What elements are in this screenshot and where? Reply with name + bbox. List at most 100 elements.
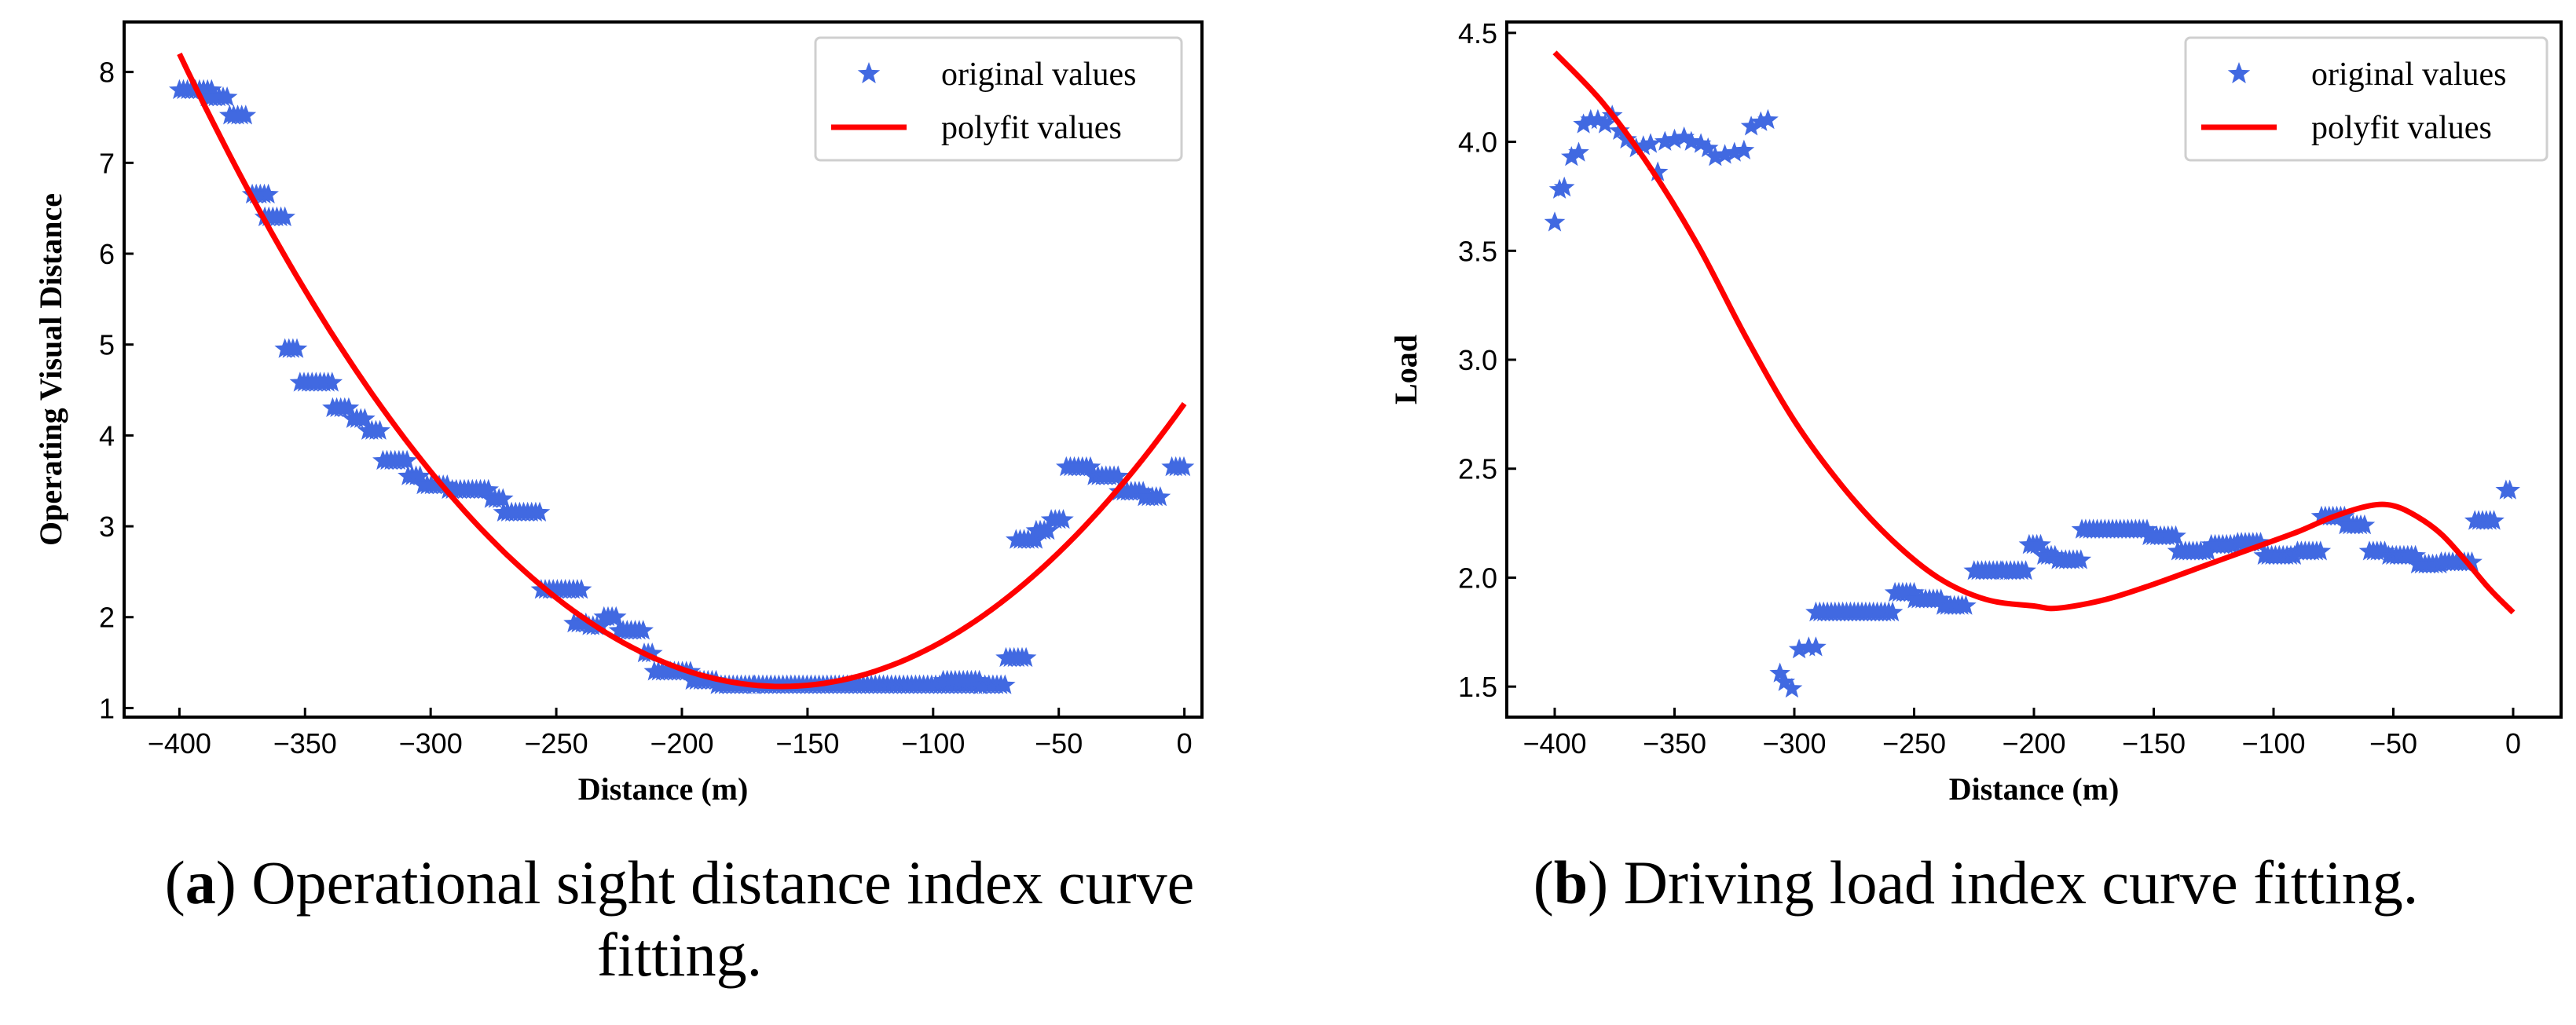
scatter-point	[1553, 176, 1575, 197]
scatter-point	[1750, 111, 1772, 131]
scatter-point	[2070, 549, 2092, 569]
y-tick-label: 8	[99, 57, 115, 89]
plot-frame	[123, 20, 1204, 719]
caption-a-line2: fitting.	[596, 921, 763, 989]
x-tick-label: −100	[2241, 727, 2305, 760]
scatter-point	[321, 372, 343, 392]
scatter-point	[1079, 456, 1101, 477]
y-tick-label: 4.5	[1458, 17, 1497, 49]
scatter-point	[2165, 525, 2186, 546]
x-tick-label: −350	[1643, 727, 1706, 760]
scatter-point	[258, 183, 279, 204]
scatter-point	[1882, 601, 1904, 622]
scatter-point	[1609, 119, 1630, 140]
caption-b-letter: b	[1553, 848, 1588, 917]
scatter-point	[1594, 113, 1616, 134]
scatter-point	[2461, 551, 2483, 572]
caption-a-line1: Operational sight distance index curve	[236, 848, 1195, 917]
scatter-point	[641, 642, 663, 663]
scatter-point	[529, 501, 551, 522]
x-tick-label: −300	[1762, 727, 1826, 760]
scatter-point	[2499, 479, 2520, 500]
legend-marker-original	[857, 62, 881, 84]
scatter-point	[274, 206, 295, 227]
y-tick-label: 2	[99, 602, 115, 634]
y-tick-label: 3.5	[1458, 235, 1497, 267]
scatter-point	[1640, 133, 1662, 153]
x-tick-label: −150	[2122, 727, 2186, 760]
scatter-point	[493, 488, 514, 508]
scatter-point	[478, 478, 499, 500]
scatter-point	[1955, 595, 1977, 615]
x-tick-label: −400	[1523, 727, 1586, 760]
scatter-point	[235, 104, 257, 125]
fit-line	[177, 52, 1187, 690]
scatter-series	[169, 79, 1195, 694]
x-axis-label: Distance (m)	[578, 771, 749, 807]
scatter-point	[632, 620, 654, 640]
y-tick-label: 6	[99, 238, 115, 270]
scatter-point	[369, 419, 390, 440]
scatter-point	[1647, 161, 1669, 181]
scatter-point	[2374, 540, 2395, 561]
scatter-point	[2250, 532, 2271, 552]
plot-frame	[1505, 20, 2563, 719]
scatter-point	[1690, 133, 1712, 153]
chart-driving-load: −400 −350 −300 −250 −200 −150 −100 −50 0 1.5 2.0 2.…	[1388, 17, 2563, 807]
scatter-point	[338, 397, 360, 417]
scatter-point	[1781, 677, 1803, 698]
scatter-point	[2015, 560, 2036, 580]
scatter-point	[396, 449, 418, 470]
scatter-point	[1697, 137, 1719, 158]
scatter-point	[2354, 514, 2376, 535]
scatter-point	[354, 408, 376, 428]
y-tick-label: 3.0	[1458, 344, 1497, 376]
scatter-point	[2405, 544, 2426, 565]
legend-label-original: original values	[941, 57, 1136, 93]
x-tick-label: −350	[273, 727, 337, 760]
caption-a: (a) Operational sight distance index cur…	[164, 848, 1195, 989]
scatter-point	[1053, 509, 1074, 529]
scatter-point	[1544, 211, 1566, 232]
y-tick-label: 7	[99, 147, 115, 179]
scatter-point	[1714, 144, 1735, 164]
x-tick-label: −200	[2002, 727, 2065, 760]
x-tick-label: −400	[148, 727, 211, 760]
scatter-point	[1587, 108, 1609, 130]
legend-box	[814, 36, 1183, 162]
scatter-point	[1757, 108, 1779, 130]
scatter-point	[1705, 146, 1726, 167]
scatter-series	[1544, 104, 2520, 698]
scatter-point	[1173, 456, 1195, 477]
scatter-point	[1733, 139, 1755, 159]
legend-label-original: original values	[2311, 57, 2506, 93]
scatter-point	[1805, 636, 1827, 657]
scatter-point	[1632, 135, 1654, 156]
y-tick-label: 4	[99, 419, 115, 452]
scatter-point	[995, 674, 1016, 694]
scatter-point	[1015, 646, 1037, 668]
legend: original values polyfit values	[2184, 36, 2549, 162]
scatter-point	[286, 338, 308, 358]
scatter-point	[1149, 486, 1171, 507]
x-tick-label: −50	[1035, 727, 1083, 760]
scatter-point	[1038, 519, 1059, 540]
scatter-point	[1930, 588, 1951, 609]
legend-marker-original	[2227, 62, 2251, 84]
legend: original values polyfit values	[814, 36, 1183, 162]
scatter-point	[1673, 126, 1695, 147]
y-tick-label: 1	[99, 692, 115, 724]
x-axis-label: Distance (m)	[1949, 771, 2120, 807]
scatter-point	[2136, 518, 2158, 539]
scatter-point	[2030, 533, 2051, 555]
x-tick-label: −100	[901, 727, 965, 760]
scatter-point	[1664, 128, 1685, 149]
scatter-point	[1740, 115, 1762, 136]
y-tick-label: 1.5	[1458, 671, 1497, 703]
caption-b-text: Driving load index curve fitting.	[1608, 848, 2419, 917]
scatter-point	[605, 606, 627, 627]
scatter-point	[2483, 510, 2505, 530]
scatter-point	[2044, 544, 2066, 565]
scatter-point	[1788, 639, 1810, 659]
